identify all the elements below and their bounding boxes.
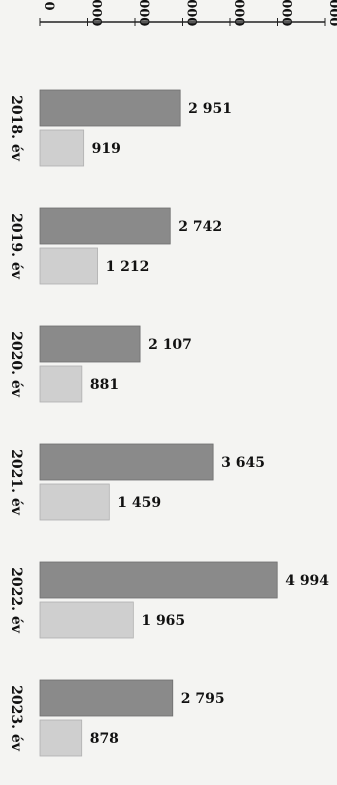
bar-series-2	[39, 483, 110, 521]
bar-series-2	[39, 365, 83, 403]
data-label-series-2: 1 459	[117, 495, 161, 511]
data-label-series-1: 2 107	[148, 337, 192, 353]
category-label: 2018. év	[8, 95, 24, 162]
tick-label: 2 000	[136, 0, 151, 26]
data-label-series-2: 878	[90, 731, 119, 747]
bar-series-1	[39, 89, 181, 127]
bar-series-2	[39, 129, 85, 167]
data-label-series-1: 2 795	[181, 691, 225, 707]
category-label: 2023. év	[8, 685, 24, 752]
category-label: 2021. év	[8, 449, 24, 516]
tick-label: 3 000	[184, 0, 199, 26]
tick-label: 0	[41, 1, 56, 10]
tick-label: 4 000	[231, 0, 246, 26]
data-label-series-2: 1 212	[106, 259, 150, 275]
tick-label: 6 000	[326, 0, 337, 26]
bar-series-2	[39, 719, 83, 757]
category-label: 2022. év	[8, 567, 24, 634]
bar-series-1	[39, 443, 214, 481]
category-label: 2019. év	[8, 213, 24, 280]
bar-series-2	[39, 601, 134, 639]
tick-label: 5 000	[279, 0, 294, 26]
bar-series-1	[39, 679, 174, 717]
data-label-series-1: 4 994	[285, 573, 329, 589]
data-label-series-1: 3 645	[221, 455, 265, 471]
data-label-series-2: 1 965	[141, 613, 185, 629]
data-label-series-2: 881	[90, 377, 119, 393]
category-label: 2020. év	[8, 331, 24, 398]
data-label-series-1: 2 951	[188, 101, 232, 117]
data-label-series-1: 2 742	[178, 219, 222, 235]
bar-series-1	[39, 325, 141, 363]
bar-series-2	[39, 247, 98, 285]
data-label-series-2: 919	[92, 141, 121, 157]
bar-series-1	[39, 207, 171, 245]
bar-series-1	[39, 561, 278, 599]
tick-label: 1 000	[89, 0, 104, 26]
